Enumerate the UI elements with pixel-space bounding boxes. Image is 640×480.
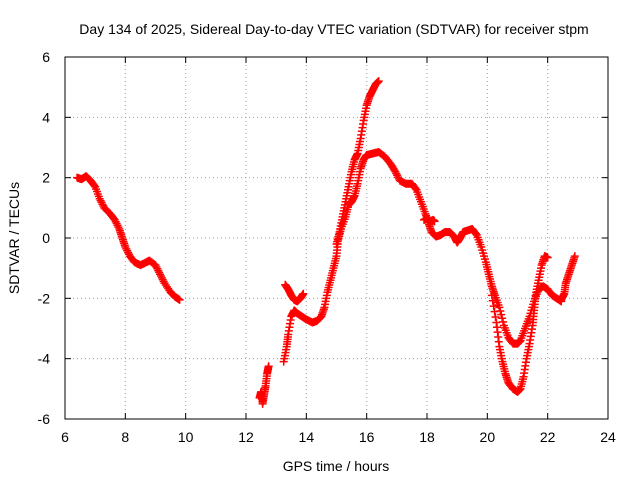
data-segment bbox=[487, 252, 552, 396]
y-tick-label: 6 bbox=[42, 49, 50, 65]
data-point bbox=[175, 295, 184, 304]
data-point bbox=[156, 270, 165, 279]
data-point bbox=[487, 291, 496, 300]
data-point bbox=[394, 173, 403, 182]
data-point bbox=[111, 217, 120, 226]
data-point bbox=[156, 272, 165, 281]
data-segment bbox=[73, 172, 184, 304]
data-point bbox=[411, 184, 420, 193]
x-tick-label: 20 bbox=[480, 429, 496, 445]
data-point bbox=[114, 223, 123, 232]
data-point bbox=[121, 243, 130, 252]
data-point bbox=[155, 268, 164, 277]
data-point bbox=[299, 289, 308, 298]
data-point bbox=[110, 215, 119, 224]
y-axis-label: SDTVAR / TECUs bbox=[6, 182, 22, 294]
data-point bbox=[98, 200, 107, 209]
x-tick-label: 6 bbox=[61, 429, 69, 445]
data-point bbox=[491, 313, 500, 322]
x-tick-label: 8 bbox=[121, 429, 129, 445]
y-tick-label: -2 bbox=[38, 290, 51, 306]
data-point bbox=[152, 262, 161, 271]
x-tick-label: 22 bbox=[540, 429, 556, 445]
x-axis-label: GPS time / hours bbox=[283, 458, 390, 474]
data-point bbox=[158, 275, 167, 284]
x-tick-label: 12 bbox=[238, 429, 254, 445]
data-segment bbox=[557, 252, 579, 304]
data-series bbox=[73, 77, 579, 408]
data-point bbox=[96, 196, 105, 205]
data-point bbox=[97, 198, 106, 207]
data-point bbox=[497, 310, 506, 319]
data-point bbox=[123, 246, 132, 255]
data-point bbox=[471, 229, 480, 238]
y-tick-label: -6 bbox=[38, 411, 51, 427]
data-point bbox=[90, 181, 99, 190]
data-segment bbox=[332, 77, 383, 249]
y-tick-label: -4 bbox=[38, 351, 51, 367]
data-point bbox=[157, 273, 166, 282]
data-point bbox=[122, 244, 131, 253]
data-point bbox=[430, 217, 439, 226]
data-point bbox=[95, 194, 104, 203]
data-segment bbox=[255, 362, 273, 408]
data-point bbox=[264, 362, 273, 371]
y-tick-label: 0 bbox=[42, 230, 50, 246]
data-point bbox=[151, 261, 160, 270]
data-point bbox=[543, 253, 552, 262]
data-point bbox=[391, 167, 400, 176]
data-point bbox=[124, 248, 133, 257]
chart-title: Day 134 of 2025, Sidereal Day-to-day VTE… bbox=[79, 21, 588, 37]
data-point bbox=[488, 296, 497, 305]
x-tick-label: 24 bbox=[600, 429, 616, 445]
data-point bbox=[498, 314, 507, 323]
data-point bbox=[495, 303, 504, 312]
x-tick-label: 18 bbox=[419, 429, 435, 445]
grid bbox=[65, 57, 608, 419]
data-segment bbox=[419, 214, 439, 226]
data-point bbox=[392, 169, 401, 178]
data-point bbox=[489, 302, 498, 311]
data-point bbox=[154, 266, 163, 275]
data-point bbox=[570, 252, 579, 261]
data-point bbox=[490, 307, 499, 316]
y-tick-label: 2 bbox=[42, 170, 50, 186]
data-point bbox=[113, 221, 122, 230]
data-point bbox=[374, 77, 383, 86]
data-segment bbox=[281, 280, 308, 306]
data-point bbox=[112, 219, 121, 228]
x-tick-label: 10 bbox=[178, 429, 194, 445]
data-point bbox=[153, 264, 162, 273]
data-point bbox=[393, 171, 402, 180]
x-tick-label: 16 bbox=[359, 429, 375, 445]
y-tick-label: 4 bbox=[42, 109, 50, 125]
x-tick-label: 14 bbox=[299, 429, 315, 445]
